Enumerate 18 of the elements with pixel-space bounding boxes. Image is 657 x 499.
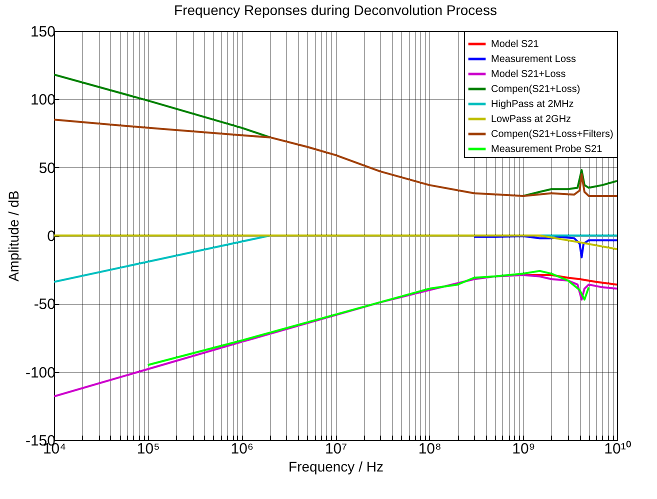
chart-title: Frequency Reponses during Deconvolution Process: [174, 2, 497, 18]
legend-label: LowPass at 2GHz: [491, 114, 572, 125]
x-tick-label: 10⁶: [230, 440, 254, 458]
x-tick-label: 10⁵: [136, 440, 160, 458]
x-tick-label: 10⁹: [512, 440, 536, 458]
legend-label: Measurement Probe S21: [491, 144, 603, 155]
legend-label: Model S21: [491, 39, 540, 50]
x-tick-label: 10¹⁰: [604, 440, 631, 458]
y-axis-title: Amplitude / dB: [5, 190, 22, 282]
y-tick-label: 150: [30, 24, 56, 40]
legend-label: Model S21+Loss: [491, 69, 566, 80]
legend-label: Compen(S21+Loss+Filters): [491, 129, 614, 140]
legend-label: Measurement Loss: [491, 54, 576, 65]
legend-label: Compen(S21+Loss): [491, 84, 580, 95]
x-tick-label: 10⁷: [324, 440, 348, 458]
legend-label: HighPass at 2MHz: [491, 99, 574, 110]
x-tick-label: 10⁸: [418, 440, 442, 458]
x-axis-title: Frequency / Hz: [288, 458, 384, 474]
